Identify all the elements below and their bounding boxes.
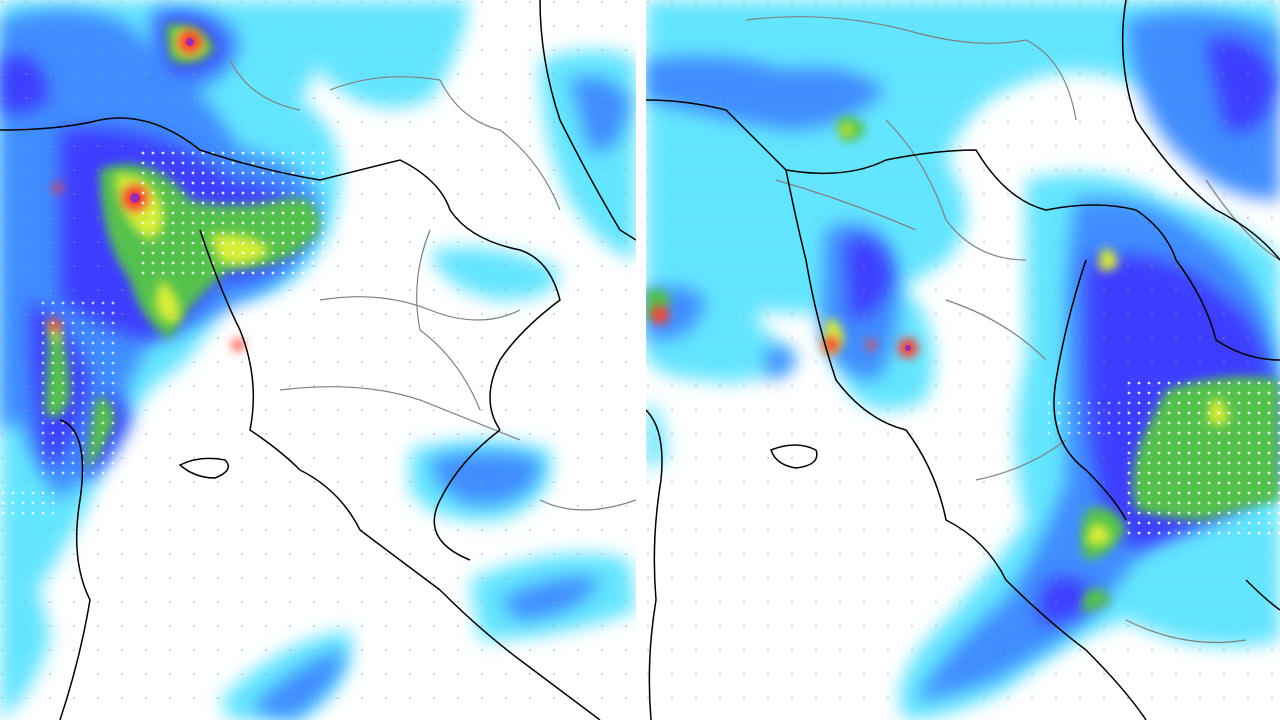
map-canvas-right bbox=[646, 0, 1280, 720]
coastline-left bbox=[0, 0, 636, 720]
precipitation-map-right bbox=[646, 0, 1280, 720]
coastline-right bbox=[646, 0, 1280, 720]
grid-points-right bbox=[646, 0, 1280, 720]
map-canvas-left bbox=[0, 0, 636, 720]
region-borders-left bbox=[229, 59, 636, 511]
panel-divider bbox=[636, 0, 646, 720]
region-borders-right bbox=[745, 16, 1280, 644]
grid-points-left bbox=[0, 0, 636, 720]
precipitation-map-left bbox=[0, 0, 636, 720]
